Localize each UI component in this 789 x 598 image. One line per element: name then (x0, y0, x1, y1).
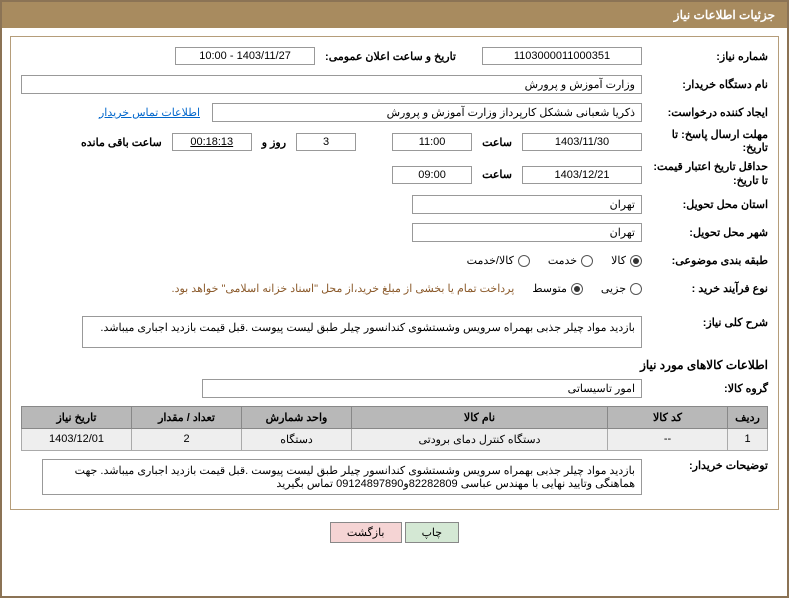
th-need-date: تاریخ نیاز (22, 406, 132, 428)
field-remaining-time: 00:18:13 (172, 133, 252, 151)
radio-dot-partial (630, 283, 642, 295)
radio-goods[interactable]: کالا (611, 254, 642, 267)
label-response-deadline: مهلت ارسال پاسخ: تا تاریخ: (648, 129, 768, 155)
radio-dot-service (581, 255, 593, 267)
label-goods-group: گروه کالا: (648, 382, 768, 395)
row-price-validity: حداقل تاریخ اعتبار قیمت: تا تاریخ: 1403/… (21, 161, 768, 187)
label-need-desc: شرح کلی نیاز: (648, 316, 768, 329)
field-remaining-days: 3 (296, 133, 356, 151)
field-announce-datetime: 1403/11/27 - 10:00 (175, 47, 315, 65)
radio-dot-medium (571, 283, 583, 295)
label-remaining: ساعت باقی مانده (81, 136, 162, 149)
radio-service[interactable]: خدمت (548, 254, 593, 267)
field-need-no: 1103000011000351 (482, 47, 642, 65)
field-buyer-notes: بازدید مواد چیلر جذبی بهمراه سرویس وشستش… (42, 459, 642, 495)
field-price-validity-time: 09:00 (392, 166, 472, 184)
row-delivery-city: شهر محل تحویل: تهران (21, 222, 768, 244)
td-unit: دستگاه (242, 428, 352, 450)
process-note: پرداخت تمام یا بخشی از مبلغ خرید،از محل … (172, 282, 515, 295)
field-delivery-province: تهران (412, 195, 642, 214)
radio-dot-goods-service (518, 255, 530, 267)
label-hour-1: ساعت (482, 136, 512, 149)
radio-label-medium: متوسط (532, 282, 567, 295)
row-delivery-province: استان محل تحویل: تهران (21, 194, 768, 216)
th-goods-name: نام کالا (352, 406, 608, 428)
field-buyer-org: وزارت آموزش و پرورش (21, 75, 642, 94)
row-buyer-org: نام دستگاه خریدار: وزارت آموزش و پرورش (21, 73, 768, 95)
row-need-number: شماره نیاز: 1103000011000351 تاریخ و ساع… (21, 45, 768, 67)
label-process: نوع فرآیند خرید : (648, 282, 768, 295)
field-response-date: 1403/11/30 (522, 133, 642, 151)
label-category: طبقه بندی موضوعی: (648, 254, 768, 267)
category-radio-group: کالا خدمت کالا/خدمت (467, 254, 642, 267)
panel-header: جزئیات اطلاعات نیاز (2, 2, 787, 28)
label-delivery-province: استان محل تحویل: (648, 198, 768, 211)
label-buyer-notes: توضیحات خریدار: (648, 459, 768, 472)
td-row: 1 (728, 428, 768, 450)
field-requester: ذکریا شعبانی ششکل کارپرداز وزارت آموزش و… (212, 103, 642, 122)
field-delivery-city: تهران (412, 223, 642, 242)
radio-goods-service[interactable]: کالا/خدمت (467, 254, 530, 267)
buyer-contact-link[interactable]: اطلاعات تماس خریدار (99, 106, 200, 119)
td-need-date: 1403/12/01 (22, 428, 132, 450)
radio-label-partial: جزیی (601, 282, 626, 295)
field-need-desc: بازدید مواد چیلر جذبی بهمراه سرویس وشستش… (82, 316, 642, 348)
print-button[interactable]: چاپ (405, 522, 460, 543)
table-header-row: ردیف کد کالا نام کالا واحد شمارش تعداد /… (22, 406, 768, 428)
th-unit: واحد شمارش (242, 406, 352, 428)
form-panel: شماره نیاز: 1103000011000351 تاریخ و ساع… (10, 36, 779, 510)
td-goods-code: -- (608, 428, 728, 450)
th-goods-code: کد کالا (608, 406, 728, 428)
label-announce-datetime: تاریخ و ساعت اعلان عمومی: (325, 50, 456, 63)
field-goods-group: امور تاسیساتی (202, 379, 642, 398)
label-hour-2: ساعت (482, 168, 512, 181)
goods-table: ردیف کد کالا نام کالا واحد شمارش تعداد /… (21, 406, 768, 451)
label-days-and: روز و (262, 136, 286, 149)
goods-section-heading: اطلاعات کالاهای مورد نیاز (21, 358, 768, 372)
row-category: طبقه بندی موضوعی: کالا خدمت کالا/خدمت (21, 250, 768, 272)
label-price-validity: حداقل تاریخ اعتبار قیمت: تا تاریخ: (648, 161, 768, 187)
radio-dot-goods (630, 255, 642, 267)
td-qty: 2 (132, 428, 242, 450)
th-row: ردیف (728, 406, 768, 428)
row-need-desc: شرح کلی نیاز: بازدید مواد چیلر جذبی بهمر… (21, 316, 768, 348)
radio-medium[interactable]: متوسط (532, 282, 583, 295)
buttons-row: چاپ بازگشت (2, 522, 787, 543)
label-delivery-city: شهر محل تحویل: (648, 226, 768, 239)
label-requester: ایجاد کننده درخواست: (648, 106, 768, 119)
table-row: 1 -- دستگاه کنترل دمای برودتی دستگاه 2 1… (22, 428, 768, 450)
row-response-deadline: مهلت ارسال پاسخ: تا تاریخ: 1403/11/30 سا… (21, 129, 768, 155)
header-title: جزئیات اطلاعات نیاز (674, 8, 775, 22)
row-requester: ایجاد کننده درخواست: ذکریا شعبانی ششکل ک… (21, 101, 768, 123)
radio-label-service: خدمت (548, 254, 577, 267)
td-goods-name: دستگاه کنترل دمای برودتی (352, 428, 608, 450)
process-radio-group: جزیی متوسط (532, 282, 642, 295)
main-panel: جزئیات اطلاعات نیاز AriaTender.net شماره… (0, 0, 789, 598)
row-buyer-notes: توضیحات خریدار: بازدید مواد چیلر جذبی به… (21, 459, 768, 495)
field-price-validity-date: 1403/12/21 (522, 166, 642, 184)
back-button[interactable]: بازگشت (330, 522, 402, 543)
radio-label-goods-service: کالا/خدمت (467, 254, 514, 267)
radio-partial[interactable]: جزیی (601, 282, 642, 295)
row-process: نوع فرآیند خرید : جزیی متوسط پرداخت تمام… (21, 278, 768, 300)
radio-label-goods: کالا (611, 254, 626, 267)
row-goods-group: گروه کالا: امور تاسیساتی (21, 378, 768, 400)
th-qty: تعداد / مقدار (132, 406, 242, 428)
label-need-no: شماره نیاز: (648, 50, 768, 63)
label-buyer-org: نام دستگاه خریدار: (648, 78, 768, 91)
field-response-time: 11:00 (392, 133, 472, 151)
